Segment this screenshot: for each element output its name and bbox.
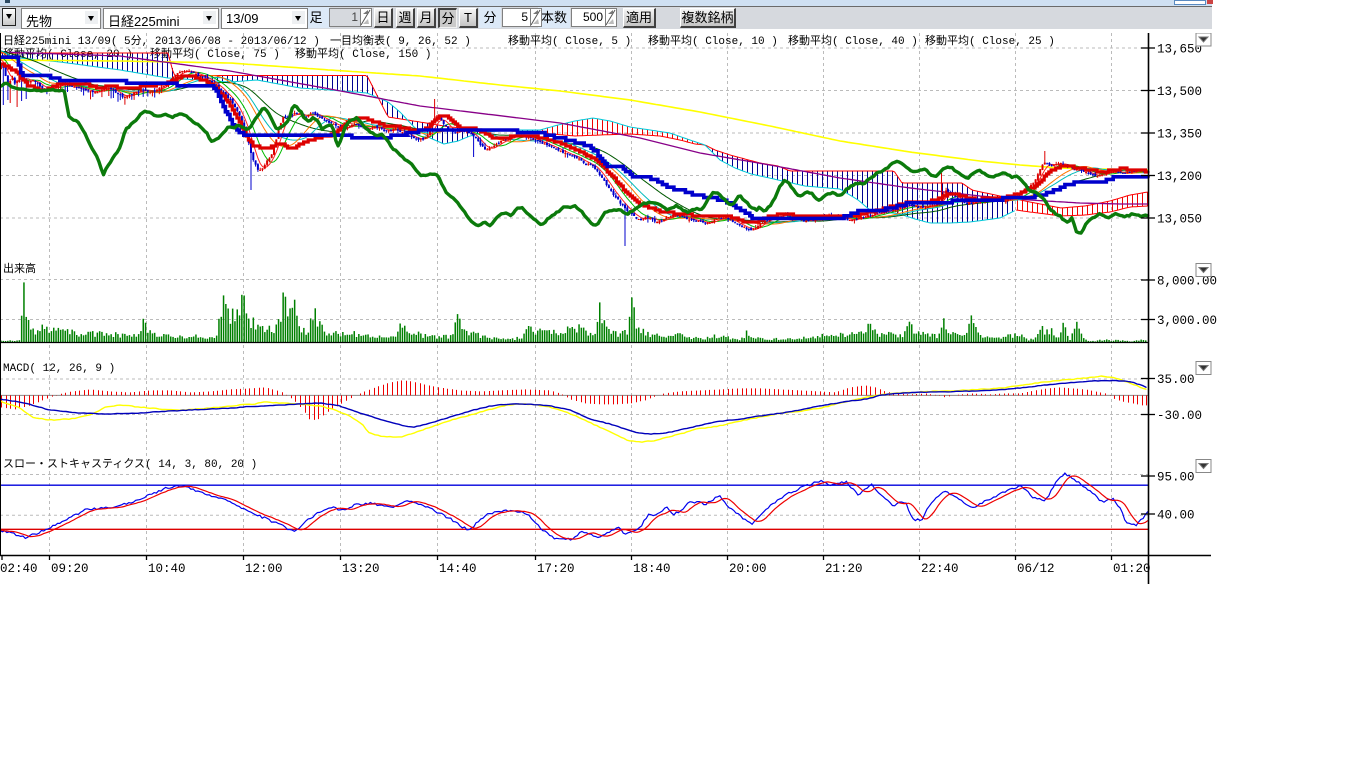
svg-text:一目均衡表( 9, 26, 52 ): 一目均衡表( 9, 26, 52 ) [330, 33, 471, 48]
svg-text:13,050: 13,050 [1157, 213, 1202, 227]
svg-text:21:20: 21:20 [825, 562, 863, 576]
svg-text:3,000.00: 3,000.00 [1157, 314, 1217, 328]
svg-text:スロー・ストキャスティクス( 14, 3, 80, 20 ): スロー・ストキャスティクス( 14, 3, 80, 20 ) [3, 457, 257, 471]
svg-text:35.00: 35.00 [1157, 373, 1195, 387]
svg-text:01:20: 01:20 [1113, 562, 1151, 576]
svg-text:06/12: 06/12 [1017, 562, 1055, 576]
svg-text:8,000.00: 8,000.00 [1157, 275, 1217, 289]
svg-text:移動平均( Close, 75 ): 移動平均( Close, 75 ) [150, 46, 280, 61]
svg-text:13,500: 13,500 [1157, 85, 1202, 99]
svg-text:02:40: 02:40 [0, 562, 38, 576]
svg-text:95.00: 95.00 [1157, 471, 1195, 485]
svg-text:移動平均( Close, 5 ): 移動平均( Close, 5 ) [508, 33, 631, 48]
svg-text:日経225mini 13/09( 5分, 2013/06/0: 日経225mini 13/09( 5分, 2013/06/08 - 2013/0… [3, 34, 320, 48]
svg-text:13:20: 13:20 [342, 562, 380, 576]
svg-text:-30.00: -30.00 [1157, 409, 1202, 423]
svg-text:20:00: 20:00 [729, 562, 767, 576]
svg-text:MACD( 12, 26, 9 ): MACD( 12, 26, 9 ) [3, 363, 115, 375]
svg-text:40.00: 40.00 [1157, 509, 1195, 523]
svg-text:13,350: 13,350 [1157, 128, 1202, 142]
svg-text:移動平均( Close, 150 ): 移動平均( Close, 150 ) [295, 46, 431, 61]
svg-text:10:40: 10:40 [148, 562, 186, 576]
svg-text:12:00: 12:00 [245, 562, 283, 576]
svg-text:18:40: 18:40 [633, 562, 671, 576]
svg-text:17:20: 17:20 [537, 562, 575, 576]
svg-text:移動平均( Close, 40 ): 移動平均( Close, 40 ) [788, 33, 918, 48]
svg-text:09:20: 09:20 [51, 562, 89, 576]
svg-text:13,650: 13,650 [1157, 43, 1202, 57]
svg-text:移動平均( Close, 10 ): 移動平均( Close, 10 ) [648, 33, 778, 48]
svg-text:出来高: 出来高 [3, 261, 36, 276]
svg-text:13,200: 13,200 [1157, 170, 1202, 184]
svg-text:22:40: 22:40 [921, 562, 959, 576]
svg-text:14:40: 14:40 [439, 562, 477, 576]
svg-text:移動平均( Close, 25 ): 移動平均( Close, 25 ) [925, 33, 1055, 48]
